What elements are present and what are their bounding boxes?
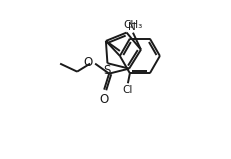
- Text: CH₃: CH₃: [123, 20, 143, 30]
- Text: Cl: Cl: [123, 85, 133, 95]
- Text: N: N: [128, 22, 135, 32]
- Text: S: S: [103, 64, 110, 77]
- Text: O: O: [84, 56, 93, 69]
- Text: O: O: [100, 93, 109, 106]
